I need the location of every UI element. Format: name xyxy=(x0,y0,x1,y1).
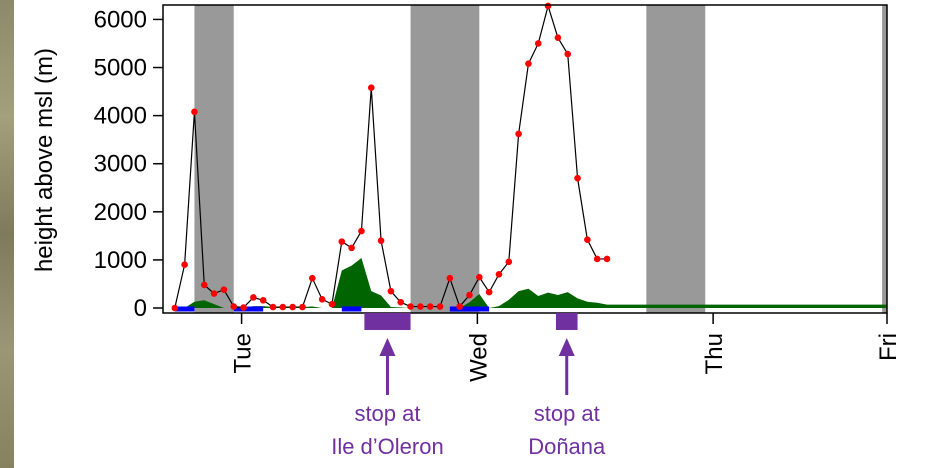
y-tick-label: 3000 xyxy=(94,151,147,178)
flight-height-point xyxy=(210,290,218,297)
annotations-group: stop at Ile d’Oleron stop at Doñana xyxy=(331,313,606,459)
flight-height-point xyxy=(397,298,405,306)
flight-height-point xyxy=(436,303,444,310)
flight-height-point xyxy=(476,273,483,281)
flight-height-point xyxy=(505,258,513,266)
flight-height-line xyxy=(174,3,608,309)
flight-height-point xyxy=(554,34,562,42)
y-tick-label: 1000 xyxy=(94,247,147,274)
flight-height-group xyxy=(171,2,611,312)
stop-bar xyxy=(555,313,578,330)
flight-height-point xyxy=(259,297,267,304)
flight-height-point xyxy=(200,281,208,289)
flight-height-point xyxy=(348,244,355,252)
night-band xyxy=(882,5,887,313)
y-tick-label: 2000 xyxy=(94,199,147,226)
flight-height-point xyxy=(338,238,346,245)
satellite-image-strip xyxy=(0,0,14,468)
ground-elevation-group xyxy=(174,257,887,308)
flight-height-point xyxy=(584,236,591,244)
flight-height-point xyxy=(299,303,306,311)
flight-height-point xyxy=(181,261,188,269)
x-tick-label: Thu xyxy=(701,333,728,374)
flight-height-point xyxy=(485,288,493,296)
flight-height-point xyxy=(417,303,424,310)
y-axis-group: 0 1000 2000 3000 4000 5000 6000 xyxy=(94,6,163,322)
stop-label: stop at xyxy=(354,401,420,426)
flight-height-point xyxy=(564,50,572,58)
flight-height-point xyxy=(171,304,179,312)
night-band xyxy=(194,5,234,313)
night-shading-group xyxy=(194,5,887,313)
x-tick-label: Tue xyxy=(230,333,257,373)
flight-height-point xyxy=(279,303,287,311)
flight-height-point xyxy=(220,286,228,294)
flight-height-point xyxy=(191,108,198,116)
y-tick-label: 5000 xyxy=(94,55,147,82)
flight-height-point xyxy=(328,300,336,308)
y-axis-title: height above msl (m) xyxy=(31,48,58,272)
flight-height-point xyxy=(367,84,375,92)
x-tick-label: Fri xyxy=(875,333,902,361)
flight-height-point xyxy=(309,274,316,282)
flight-height-point xyxy=(240,304,247,311)
y-tick-label: 4000 xyxy=(94,103,147,130)
flight-height-point xyxy=(407,303,414,310)
stop-bar xyxy=(364,313,411,330)
flight-height-point xyxy=(534,40,542,47)
flight-height-point xyxy=(456,303,463,310)
y-tick-label: 6000 xyxy=(94,6,147,33)
flight-height-point xyxy=(525,60,532,67)
flight-height-point xyxy=(544,2,552,10)
plot-frame-group xyxy=(162,4,888,314)
flight-height-point xyxy=(318,296,326,303)
flight-height-point xyxy=(466,291,473,299)
flight-height-point xyxy=(289,303,296,311)
flight-height-point xyxy=(230,303,238,310)
y-tick-label: 0 xyxy=(134,295,147,322)
flight-height-point xyxy=(426,303,434,310)
flight-height-point xyxy=(446,274,454,282)
stop-label: stop at xyxy=(534,401,600,426)
flight-height-point xyxy=(358,227,365,235)
stop-arrow-head xyxy=(558,338,575,356)
flight-height-point xyxy=(269,303,277,311)
flight-height-point xyxy=(574,174,581,182)
flight-height-point xyxy=(593,255,601,263)
flight-height-point xyxy=(377,237,385,244)
x-tick-label: Wed xyxy=(465,333,492,382)
flight-height-point xyxy=(515,130,522,138)
flight-height-point xyxy=(250,294,257,301)
x-axis-group: Tue Wed Thu Fri xyxy=(230,313,902,382)
flight-height-point xyxy=(387,287,395,295)
stop-label: Ile d’Oleron xyxy=(331,434,444,459)
stop-arrow-head xyxy=(379,338,396,356)
ground-elevation-area xyxy=(174,257,887,308)
night-band xyxy=(410,5,480,313)
flight-height-point xyxy=(495,271,503,278)
stop-label: Doñana xyxy=(528,434,606,459)
night-band xyxy=(646,5,706,313)
plot-frame xyxy=(162,4,888,314)
flight-height-point xyxy=(603,255,611,263)
